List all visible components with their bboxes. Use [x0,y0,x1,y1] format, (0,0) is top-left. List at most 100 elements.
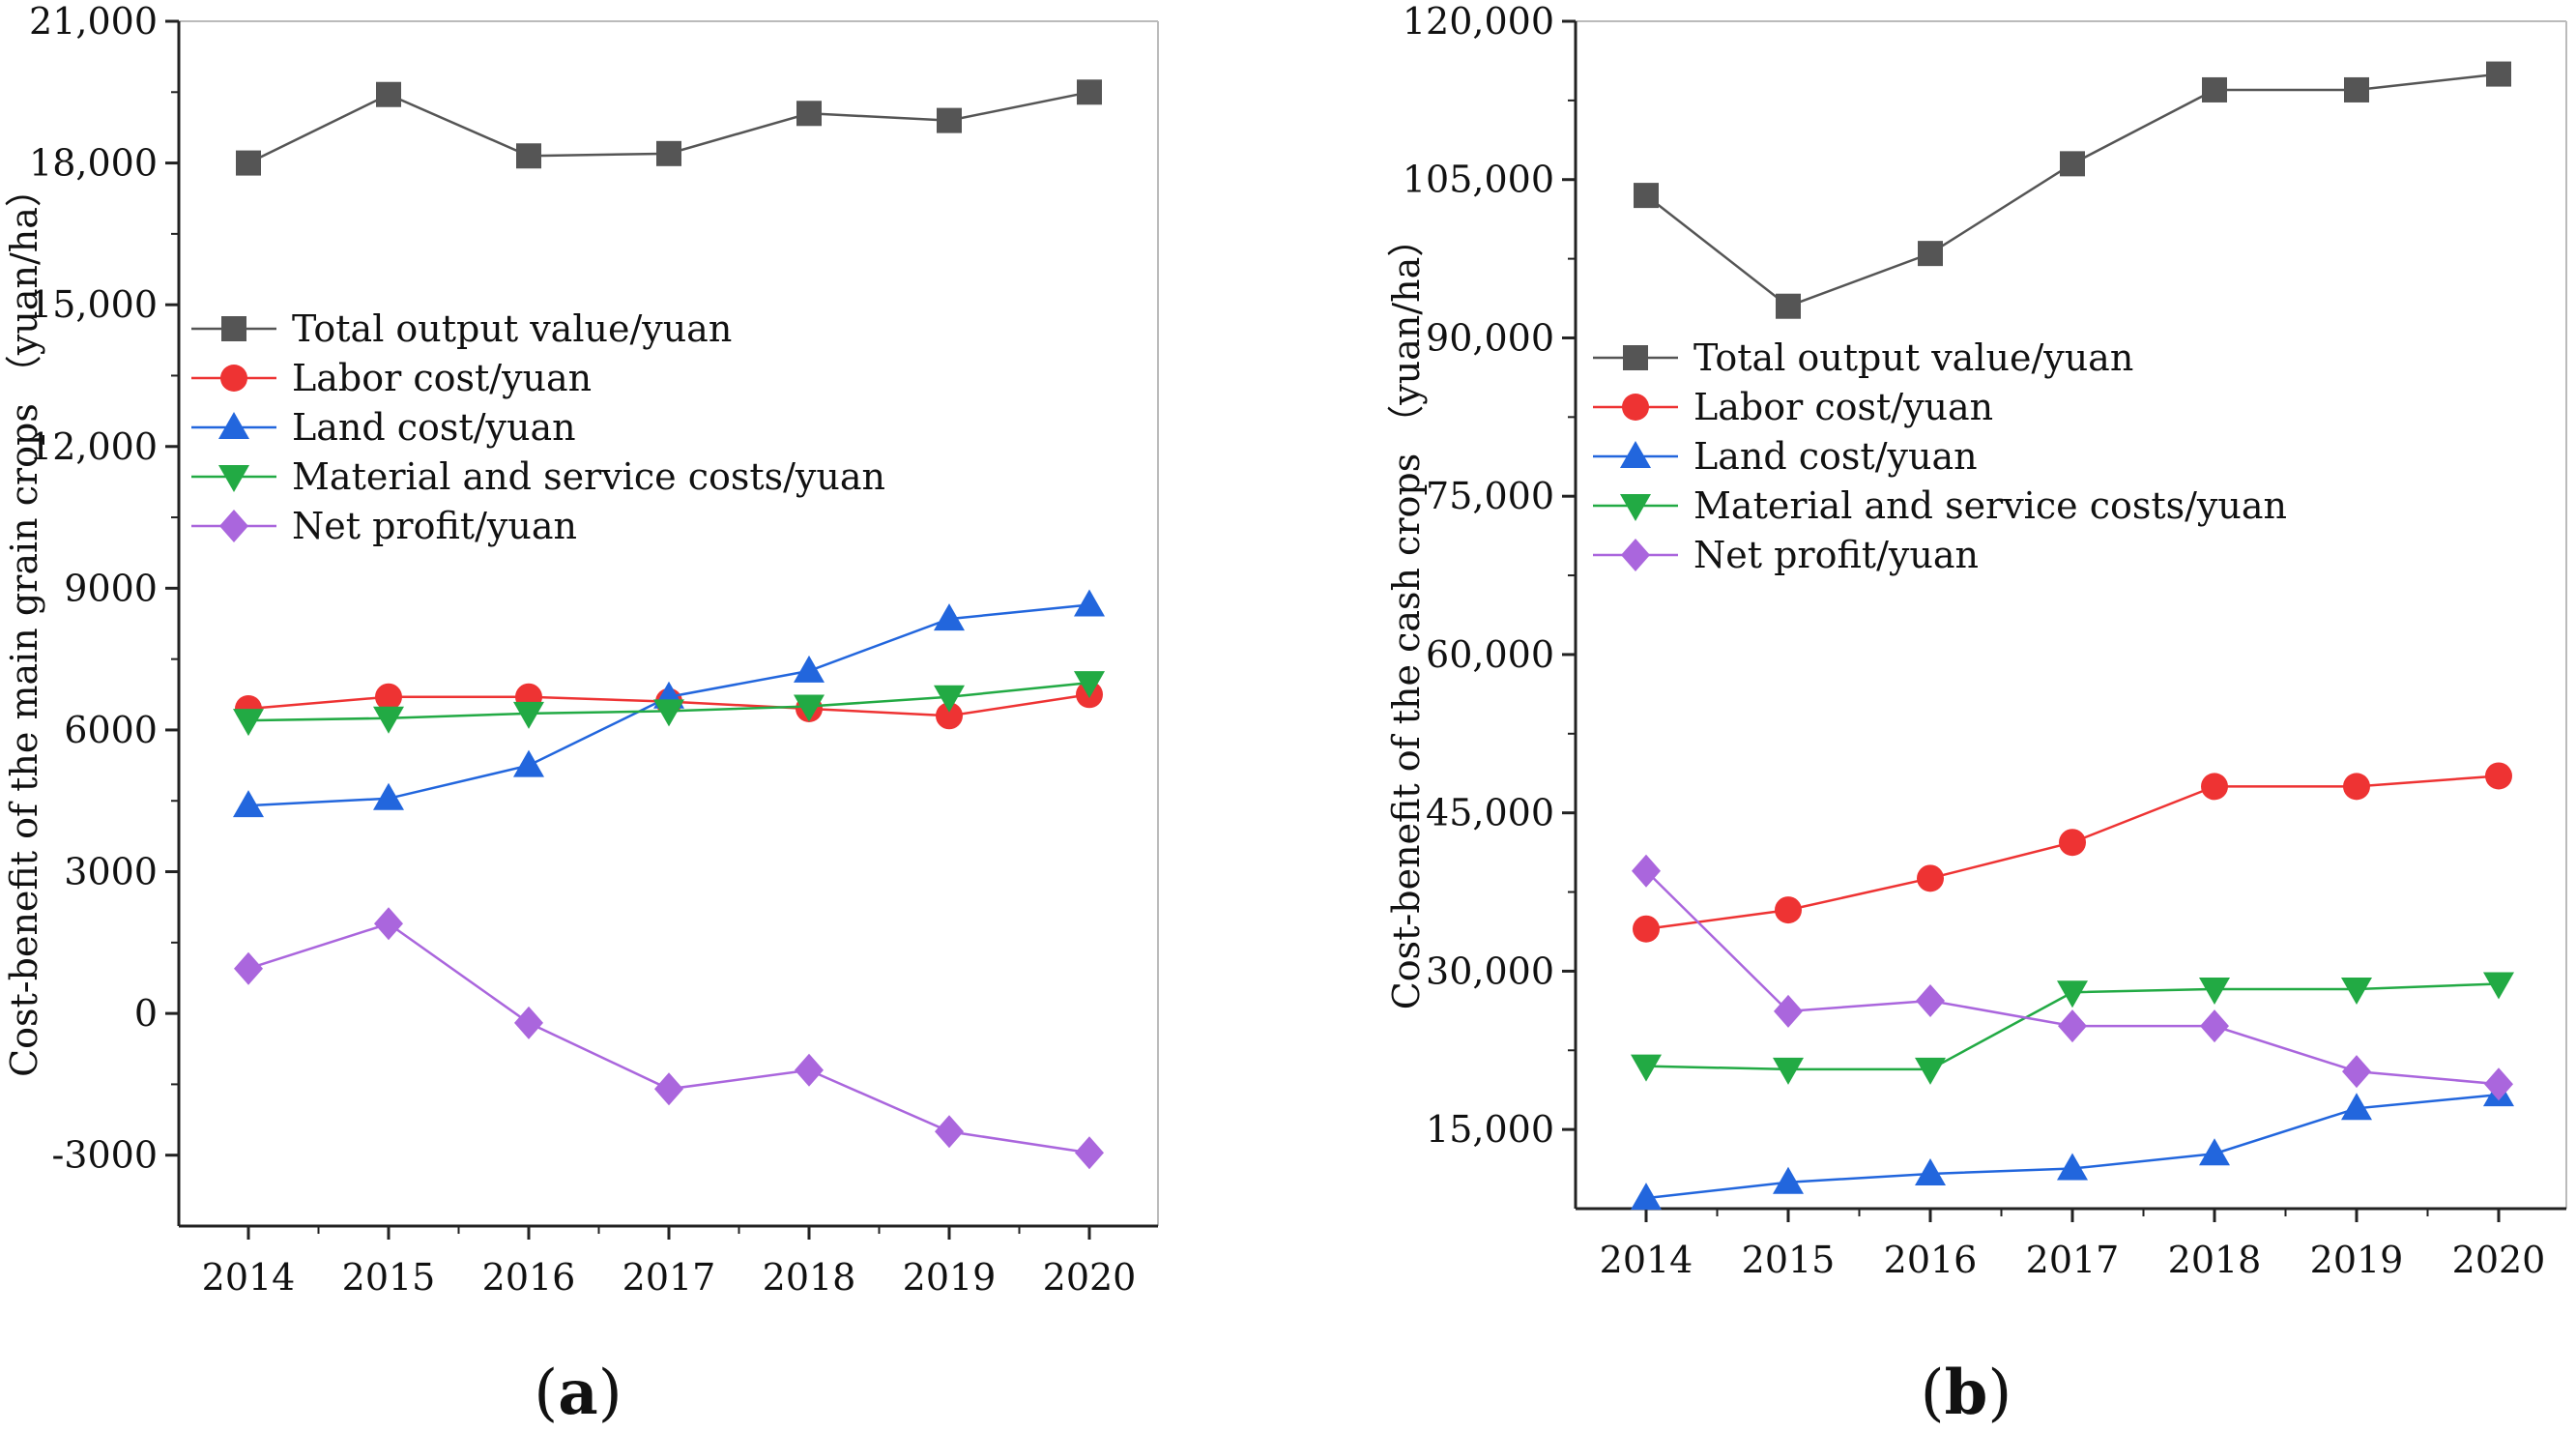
data-point [2341,977,2372,1005]
legend-marker [1620,441,1651,468]
data-point [794,655,825,683]
x-tick-label: 2015 [342,1256,436,1299]
legend-marker [1621,539,1650,571]
chart-b: 15,000 30,000 45,000 60,000 75,000 90,000 105,… [1385,0,2567,1281]
legend-marker [1622,394,1649,421]
data-point [794,694,825,722]
y-tick-label: 18,000 [29,142,158,185]
data-point [513,749,544,777]
y-tick-label: 60,000 [1426,633,1554,676]
legend-label: Net profit/yuan [1693,534,1979,576]
data-point [795,1053,824,1087]
data-point [2202,76,2227,102]
legend-label: Total output value/yuan [1693,336,2133,379]
data-point [1915,1157,1946,1185]
legend-label: Labor cost/yuan [292,357,592,399]
legend-label: Land cost/yuan [1693,435,1978,478]
data-point [375,683,402,711]
data-point [1775,896,1802,924]
data-point [654,1072,683,1106]
data-point [1631,1054,1662,1082]
y-tick-label: 45,000 [1426,792,1554,834]
series-line-0 [1645,73,2500,308]
y-tick-label: 9000 [64,567,158,609]
y-tick-label: 15,000 [1426,1108,1554,1151]
data-point [656,140,681,166]
data-point [1633,915,1660,943]
x-tick-label: 2020 [1043,1256,1137,1299]
data-point [1918,241,1943,267]
data-point [233,790,264,818]
y-tick-label: 6000 [64,709,158,751]
data-point [1774,994,1803,1028]
data-point [1631,1183,1662,1211]
y-tick-label: 0 [134,992,158,1035]
data-point [937,107,962,133]
data-point [1776,293,1801,319]
data-point [1075,1136,1104,1170]
y-tick-label: 90,000 [1426,316,1554,359]
data-point [653,699,684,727]
legend-label: Material and service costs/yuan [292,455,885,498]
series-line-4 [1645,869,2500,1086]
data-point [513,701,544,729]
y-tick-label: 75,000 [1426,475,1554,517]
x-tick-label: 2016 [1884,1239,1978,1281]
data-point [2060,151,2085,177]
data-point [2057,980,2088,1008]
data-point [796,101,822,127]
series-line-2 [1645,1093,2500,1200]
data-point [2059,829,2086,857]
data-point [2484,1067,2513,1101]
data-point [234,951,263,985]
x-tick-label: 2015 [1742,1239,1836,1281]
x-tick-label: 2017 [2026,1239,2120,1281]
y-tick-label: 12,000 [29,425,158,468]
x-tick-label: 2019 [2310,1239,2404,1281]
x-tick-label: 2018 [763,1256,856,1299]
legend-marker [221,316,246,341]
data-point [1915,1057,1946,1085]
data-point [934,603,965,631]
y-tick-label: 30,000 [1426,950,1554,992]
y-tick-label: 3000 [64,851,158,893]
data-point [935,1115,964,1149]
x-tick-label: 2014 [202,1256,296,1299]
data-point [2057,1153,2088,1181]
data-point [374,907,403,941]
data-point [2058,1009,2087,1043]
data-point [934,685,965,713]
x-tick-label: 2019 [903,1256,997,1299]
legend-label: Total output value/yuan [292,307,732,350]
data-point [1632,854,1661,888]
data-point [236,150,261,176]
panel-label-a-letter: a [558,1357,597,1429]
data-point [2200,1009,2229,1043]
y-tick-label: 105,000 [1403,159,1554,201]
legend-marker [220,365,247,392]
legend-marker [219,510,248,542]
data-point [514,1006,543,1039]
legend-label: Net profit/yuan [292,505,577,547]
data-point [1917,864,1944,892]
data-point [2199,1138,2230,1166]
data-point [1634,183,1659,209]
chart-a: -3000 0 3000 6000 9000 12,000 15,000 18,000 21,0… [3,0,1159,1299]
data-point [2485,762,2512,790]
legend-marker [1620,494,1651,521]
panel-label-b-letter: b [1945,1357,1988,1429]
x-tick-label: 2014 [1600,1239,1693,1281]
data-point [1074,671,1105,699]
data-point [2201,773,2228,801]
legend-label: Land cost/yuan [292,406,576,449]
data-point [2341,1093,2372,1121]
data-point [2199,977,2230,1005]
legend-label: Material and service costs/yuan [1693,484,2287,527]
x-tick-label: 2016 [482,1256,576,1299]
y-axis-title: Cost-benefit of the main grain crops （yu… [3,170,45,1077]
data-point [233,709,264,737]
legend-marker [1623,345,1648,370]
data-point [1916,983,1945,1017]
y-tick-label: -3000 [51,1134,158,1177]
